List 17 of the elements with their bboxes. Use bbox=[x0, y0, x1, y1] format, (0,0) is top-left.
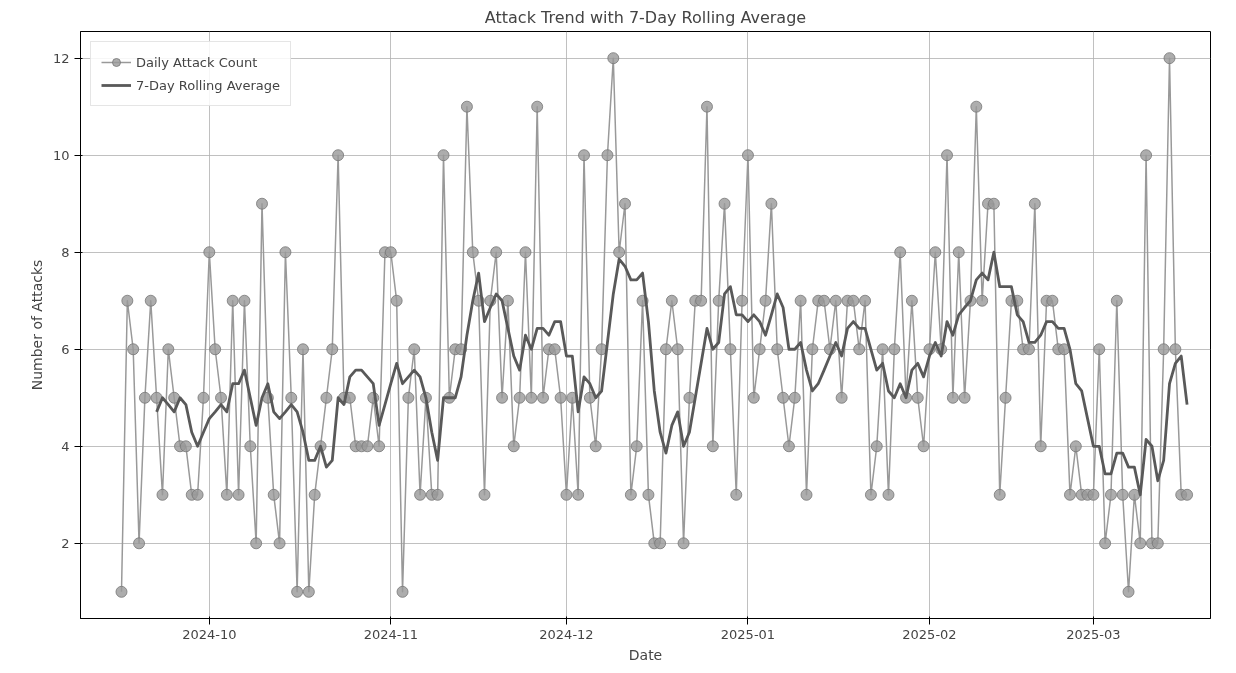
y-tick-label: 10 bbox=[52, 147, 70, 163]
y-axis-title: Number of Attacks bbox=[28, 259, 45, 391]
y-tick-label: 2 bbox=[61, 535, 70, 551]
x-tick-label: 2024-10 bbox=[182, 626, 237, 642]
legend-label: Daily Attack Count bbox=[136, 54, 258, 70]
legend-label: 7-Day Rolling Average bbox=[136, 77, 281, 93]
y-tick-label: 12 bbox=[52, 50, 70, 66]
x-tick-label: 2024-11 bbox=[363, 626, 418, 642]
x-tick-label: 2025-02 bbox=[902, 626, 957, 642]
y-tick-label: 6 bbox=[61, 341, 70, 357]
y-tick-label: 4 bbox=[61, 438, 70, 454]
x-tick-label: 2024-12 bbox=[539, 626, 594, 642]
chart-title: Attack Trend with 7-Day Rolling Average bbox=[484, 7, 807, 27]
x-tick-label: 2025-03 bbox=[1066, 626, 1121, 642]
x-axis-title: Date bbox=[628, 646, 663, 663]
x-tick-label: 2025-01 bbox=[720, 626, 776, 642]
y-tick-label: 8 bbox=[61, 244, 70, 260]
